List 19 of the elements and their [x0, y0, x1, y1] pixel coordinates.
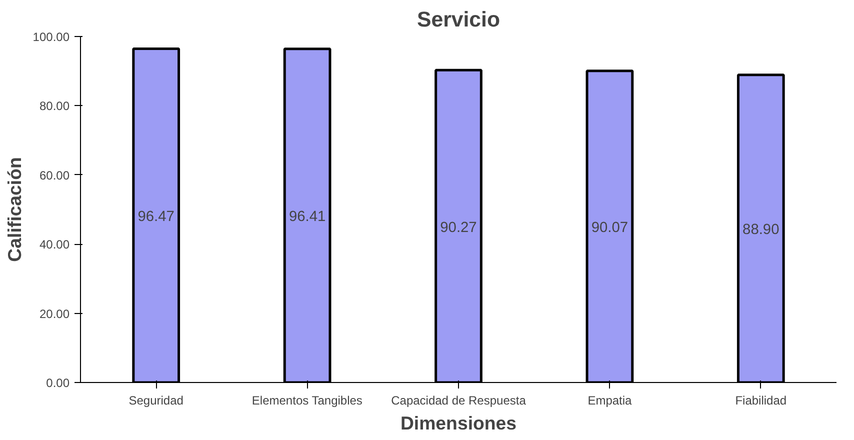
data-label: 90.27 [440, 220, 477, 236]
y-tick-label: 20.00 [39, 306, 70, 321]
y-axis-title: Calificación [4, 157, 25, 262]
x-axis-title: Dimensiones [400, 412, 517, 434]
y-tick-label: 0.00 [46, 376, 70, 390]
x-tick-label: Elementos Tangibles [252, 394, 362, 408]
y-tick-label: 100.00 [32, 30, 70, 44]
x-tick-label: Empatia [588, 394, 632, 408]
data-label: 90.07 [591, 220, 628, 236]
chart-title: Servicio [417, 8, 500, 32]
data-label: 88.90 [742, 222, 780, 238]
y-tick-label: 80.00 [39, 99, 70, 114]
x-tick-label: Fiabilidad [735, 394, 787, 408]
y-tick-label: 60.00 [39, 168, 70, 182]
data-label: 96.41 [288, 209, 326, 226]
data-label: 96.47 [138, 209, 174, 226]
y-tick-label: 40.00 [39, 238, 70, 252]
x-tick-label: Seguridad [128, 394, 184, 408]
x-tick-label: Capacidad de Respuesta [391, 394, 526, 408]
